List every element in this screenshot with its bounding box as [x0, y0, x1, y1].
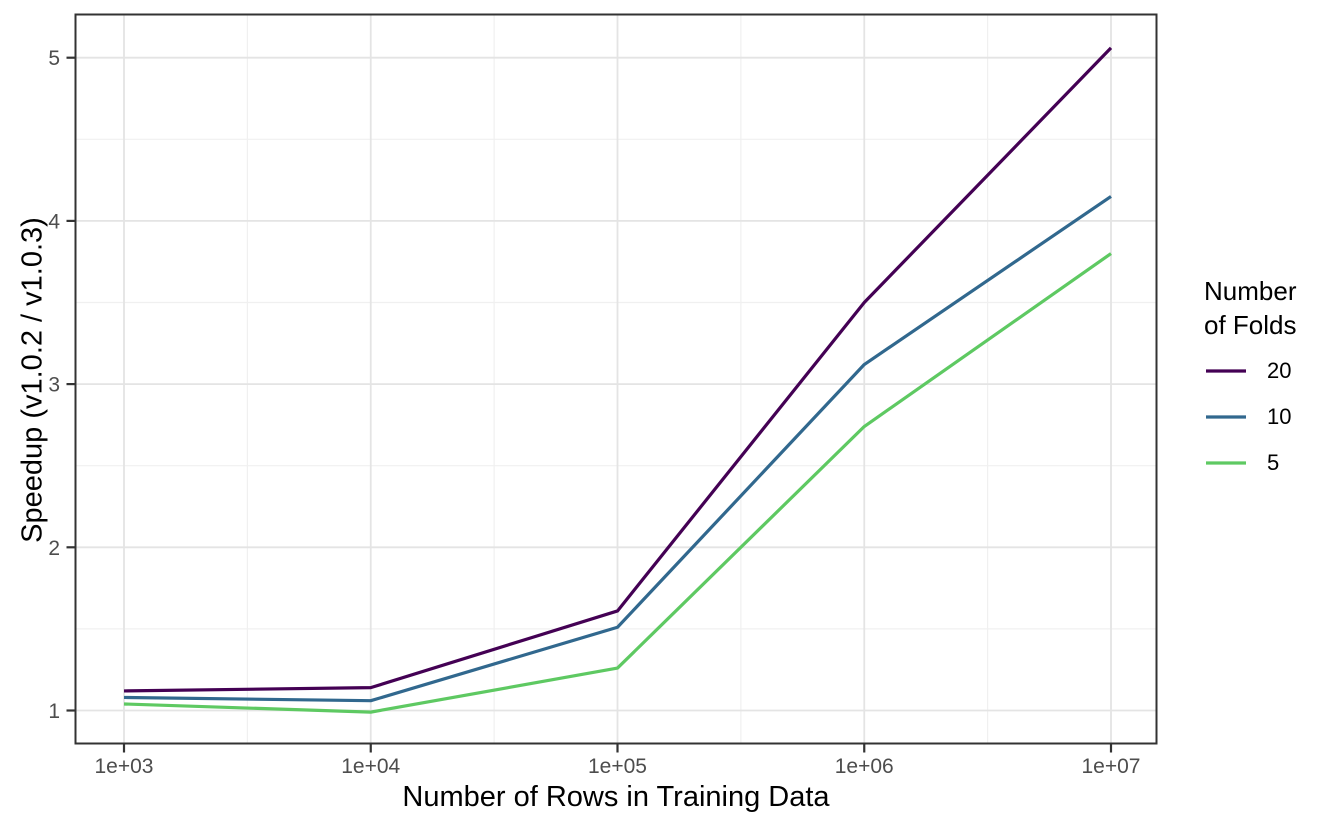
x-tick-label: 1e+06 — [835, 755, 894, 778]
x-tick-label: 1e+04 — [341, 755, 400, 778]
x-tick-label: 1e+07 — [1082, 755, 1141, 778]
legend-item-list: 20 10 5 — [1204, 348, 1297, 486]
y-tick-label: 2 — [48, 537, 60, 560]
legend-label: 20 — [1267, 358, 1292, 383]
y-tick-label: 3 — [48, 374, 60, 397]
series-line-10 — [123, 195, 1112, 703]
series-line-5 — [123, 252, 1112, 714]
legend-item-20: 20 — [1206, 348, 1297, 394]
x-tick-label: 1e+05 — [588, 755, 647, 778]
panel-border — [74, 13, 1158, 745]
legend-key-line-20 — [1206, 369, 1246, 373]
y-axis-title: Speedup (v1.0.2 / v1.0.3) — [16, 217, 49, 543]
legend-label: 10 — [1267, 404, 1292, 429]
legend-item-10: 10 — [1206, 394, 1297, 440]
x-tick-label: 1e+03 — [95, 755, 154, 778]
panel-background — [75, 14, 1157, 744]
y-tick-label: 5 — [48, 47, 60, 70]
legend-title: Number of Folds — [1204, 274, 1297, 342]
legend-title-line-1: Number — [1204, 276, 1297, 306]
legend-item-5: 5 — [1206, 440, 1297, 486]
legend-label: 5 — [1267, 450, 1280, 475]
legend: Number of Folds 20 10 5 — [1204, 274, 1297, 486]
series-line-20 — [123, 46, 1113, 693]
x-axis-title: Number of Rows in Training Data — [402, 781, 830, 813]
legend-key-line-10 — [1206, 415, 1246, 419]
y-tick-label: 1 — [48, 700, 60, 723]
legend-key-line-5 — [1206, 461, 1246, 465]
y-tick-label: 4 — [48, 210, 60, 233]
legend-title-line-2: of Folds — [1204, 310, 1297, 340]
